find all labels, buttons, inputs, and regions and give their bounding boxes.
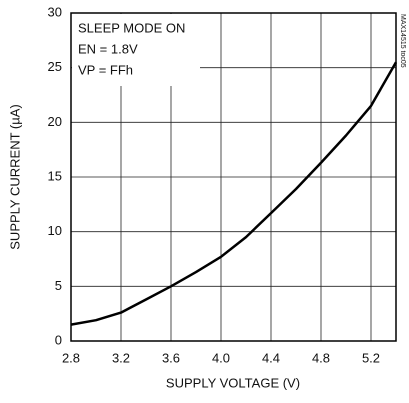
x-tick-label: 3.6	[162, 350, 180, 365]
y-axis-label: SUPPLY CURRENT (µA)	[7, 104, 22, 249]
plot-frame	[70, 12, 397, 342]
y-tick-label: 30	[48, 4, 62, 19]
x-tick-label: 4.8	[312, 350, 330, 365]
y-tick-label: 15	[48, 168, 62, 183]
x-tick-label: 2.8	[62, 350, 80, 365]
y-tick-label: 5	[55, 278, 62, 293]
annotation: SLEEP MODE ON	[78, 20, 185, 35]
x-axis-label: SUPPLY VOLTAGE (V)	[166, 375, 300, 390]
data-line	[70, 61, 398, 326]
y-tick-label: 20	[48, 114, 62, 129]
y-tick-label: 25	[48, 59, 62, 74]
data-layer	[70, 61, 398, 326]
annotation: VP = FFh	[78, 62, 133, 77]
x-tick-label: 4.0	[212, 350, 230, 365]
x-tick-label: 4.4	[262, 350, 280, 365]
x-tick-label: 3.2	[112, 350, 130, 365]
annotation-box	[72, 14, 200, 86]
y-tick-label: 0	[55, 332, 62, 347]
y-tick-label: 10	[48, 223, 62, 238]
x-tick-label: 5.2	[362, 350, 380, 365]
figure-id: MAX14515 toc05	[399, 14, 406, 68]
annotation: EN = 1.8V	[78, 41, 138, 56]
